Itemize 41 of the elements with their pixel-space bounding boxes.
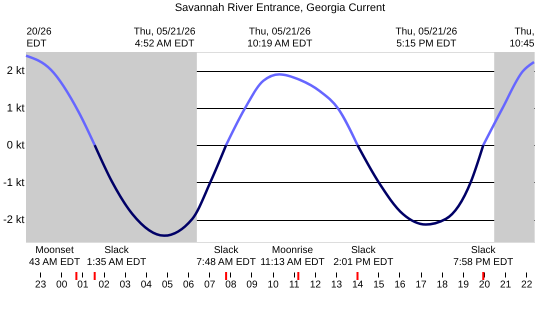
x-tick-label: 15 — [373, 280, 385, 290]
x-tick-label: 21 — [500, 280, 512, 290]
x-tick-label: 03 — [120, 280, 132, 290]
x-tick-label: 18 — [436, 280, 448, 290]
x-tick-label: 02 — [98, 280, 110, 290]
x-tick-label: 23 — [35, 280, 47, 290]
x-tick-label: 20 — [478, 280, 490, 290]
y-tick-label: 1 kt — [6, 102, 24, 114]
ref-line-label: Slack 2:01 PM EDT — [333, 245, 394, 268]
x-tick-label: 07 — [204, 280, 216, 290]
ref-line-label: Slack 1:35 AM EDT — [86, 245, 146, 268]
ref-line-label: Slack 7:48 AM EDT — [196, 245, 256, 268]
x-tick-label: 13 — [330, 280, 343, 290]
x2-tick-label: Thu, 10:45 — [509, 26, 535, 50]
x-tick-label: 17 — [416, 280, 428, 290]
ref-line-label: Slack 7:58 PM EDT — [453, 245, 514, 268]
x-tick-label: 12 — [310, 280, 322, 290]
x-tick-label: 04 — [140, 280, 152, 290]
x-tick-label: 00 — [56, 280, 68, 290]
x-tick-label: 16 — [394, 280, 406, 290]
x-tick-label: 11 — [289, 280, 300, 290]
x2-tick-label: Thu, 05/21/26 10:19 AM EDT — [247, 26, 312, 50]
x-tick-label: 09 — [246, 280, 258, 290]
y-tick-label: 0 kt — [6, 140, 24, 152]
y-tick-label: -1 kt — [3, 176, 24, 189]
x2-tick-label: 20/26 EDT — [26, 26, 52, 50]
x-tick-label: 08 — [225, 280, 237, 290]
x-tick-label: 01 — [77, 280, 89, 290]
x2-tick-label: Thu, 05/21/26 5:15 PM EDT — [395, 26, 458, 50]
x-tick-label: 14 — [352, 280, 364, 290]
x-tick-label: 22 — [521, 280, 533, 290]
chart-title: Savannah River Entrance, Georgia Current — [174, 2, 386, 14]
x-tick-label: 06 — [182, 280, 195, 290]
x-tick-label: 05 — [162, 280, 174, 290]
x-tick-label: 19 — [458, 280, 470, 290]
ref-line-label: Moonrise 11:13 AM EDT — [260, 245, 325, 268]
ref-line-label: Moonset 43 AM EDT — [28, 245, 80, 268]
y-tick-label: 2 kt — [6, 65, 24, 78]
x2-tick-label: Thu, 05/21/26 4:52 AM EDT — [134, 26, 196, 50]
y-tick-label: -2 kt — [3, 214, 24, 226]
x-tick-label: 10 — [268, 280, 280, 290]
